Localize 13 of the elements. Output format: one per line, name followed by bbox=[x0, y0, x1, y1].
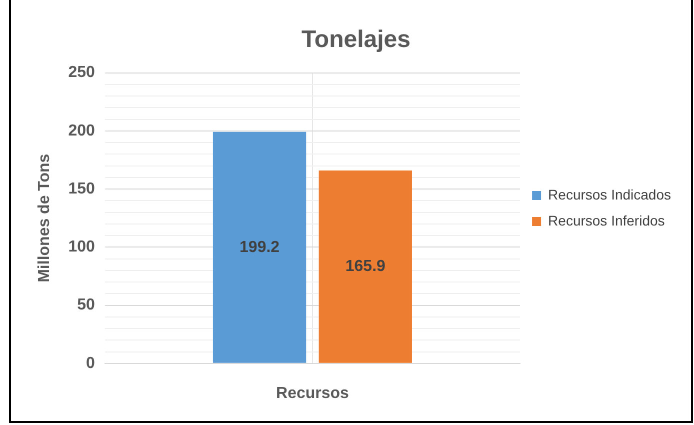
y-tick-label: 200 bbox=[68, 122, 95, 140]
y-tick-label: 150 bbox=[68, 180, 95, 198]
y-tick-label: 0 bbox=[86, 354, 95, 372]
data-label: 199.2 bbox=[240, 238, 280, 256]
legend-label: Recursos Inferidos bbox=[548, 212, 665, 228]
x-axis-title: Recursos bbox=[276, 384, 350, 402]
y-tick-label: 250 bbox=[68, 64, 95, 82]
legend-label: Recursos Indicados bbox=[548, 186, 671, 202]
chart-title: Tonelajes bbox=[302, 26, 410, 54]
data-label: 165.9 bbox=[345, 258, 386, 276]
y-axis-title: Millones de Tons bbox=[36, 154, 54, 282]
y-tick-label: 100 bbox=[68, 238, 95, 256]
y-tick-label: 50 bbox=[77, 296, 95, 314]
